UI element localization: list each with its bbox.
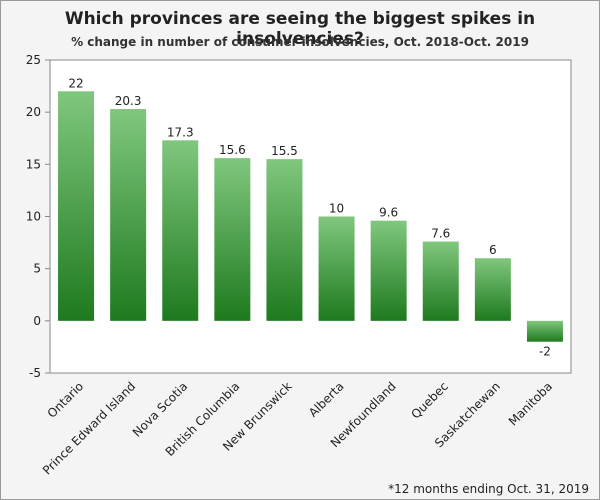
data-label: 15.6 bbox=[219, 143, 246, 157]
chart-subtitle: % change in number of consumer insolvenc… bbox=[71, 35, 529, 49]
y-tick-label: -5 bbox=[29, 366, 41, 380]
bar bbox=[370, 220, 407, 321]
data-label: -2 bbox=[539, 345, 551, 359]
y-tick-label: 20 bbox=[26, 105, 41, 119]
y-tick-label: 10 bbox=[26, 210, 41, 224]
x-tick-label: Ontario bbox=[45, 379, 87, 421]
data-label: 15.5 bbox=[271, 144, 298, 158]
data-label: 20.3 bbox=[115, 94, 142, 108]
data-label: 10 bbox=[329, 202, 344, 216]
bar bbox=[526, 320, 563, 342]
y-tick-label: 0 bbox=[33, 314, 41, 328]
y-tick-label: 15 bbox=[26, 157, 41, 171]
x-tick-label: Prince Edward Island bbox=[40, 379, 138, 477]
x-tick-label: Manitoba bbox=[506, 379, 555, 428]
bar bbox=[214, 158, 251, 321]
bar bbox=[318, 216, 355, 321]
data-label: 17.3 bbox=[167, 125, 194, 139]
data-label: 22 bbox=[68, 76, 83, 90]
bar bbox=[58, 91, 95, 321]
bar bbox=[422, 241, 459, 321]
x-tick-label: Alberta bbox=[306, 379, 347, 420]
bar bbox=[474, 258, 511, 321]
y-tick-label: 25 bbox=[26, 53, 41, 67]
data-label: 7.6 bbox=[431, 227, 450, 241]
bar bbox=[162, 140, 199, 321]
x-tick-label: Quebec bbox=[408, 379, 450, 421]
data-label: 6 bbox=[489, 243, 497, 257]
bar bbox=[110, 109, 147, 321]
y-tick-label: 5 bbox=[33, 262, 41, 276]
chart-title: Which provinces are seeing the biggest s… bbox=[64, 9, 536, 49]
data-label: 9.6 bbox=[379, 206, 398, 220]
chart-footnote: *12 months ending Oct. 31, 2019 bbox=[388, 482, 589, 496]
bar bbox=[266, 159, 303, 321]
